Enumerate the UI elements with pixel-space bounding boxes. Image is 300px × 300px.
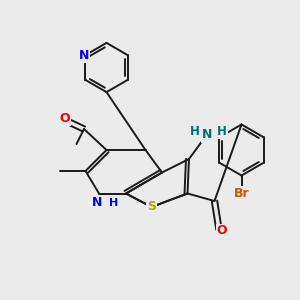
Text: N: N bbox=[92, 196, 103, 209]
Text: O: O bbox=[59, 112, 70, 125]
Text: S: S bbox=[147, 200, 156, 214]
Text: Br: Br bbox=[234, 187, 249, 200]
Text: N: N bbox=[202, 128, 212, 142]
Text: H: H bbox=[190, 125, 200, 139]
Text: H: H bbox=[217, 125, 227, 139]
Text: N: N bbox=[79, 49, 89, 62]
Text: O: O bbox=[217, 224, 227, 238]
Text: H: H bbox=[110, 198, 119, 208]
Text: N: N bbox=[79, 49, 89, 62]
Text: N: N bbox=[92, 196, 103, 209]
Text: H: H bbox=[110, 198, 119, 208]
